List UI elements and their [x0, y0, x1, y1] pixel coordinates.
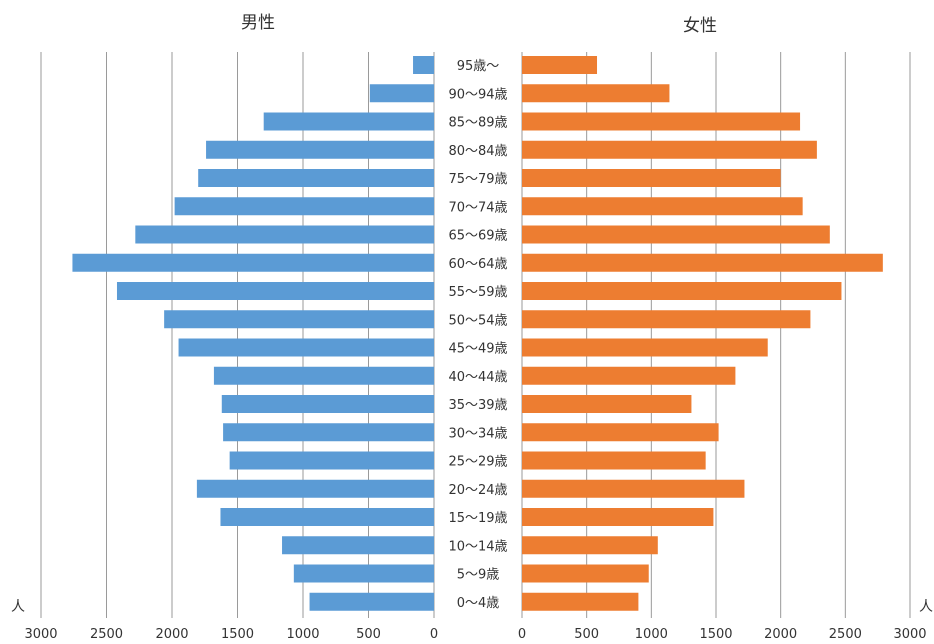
age-group-label: 20～24歳	[448, 483, 507, 498]
bar-male	[309, 592, 434, 611]
age-group-label: 85～89歳	[448, 116, 507, 131]
male-panel-title: 男性	[241, 13, 275, 33]
bar-female	[522, 366, 736, 385]
x-tick-right: 0	[518, 627, 526, 642]
bar-male	[282, 536, 434, 555]
bar-female	[522, 508, 714, 526]
x-tick-right: 1500	[699, 627, 732, 642]
bar-male	[198, 169, 434, 187]
bar-female	[522, 169, 781, 187]
bar-female	[522, 197, 803, 216]
bar-female	[522, 310, 811, 329]
x-tick-left: 3000	[24, 627, 57, 642]
x-tick-right: 2500	[829, 627, 862, 642]
bar-male	[72, 253, 434, 272]
age-group-label: 70～74歳	[448, 200, 507, 215]
x-tick-right: 1000	[635, 627, 668, 642]
x-tick-left: 1500	[221, 627, 254, 642]
bar-female	[522, 451, 706, 470]
x-tick-left: 500	[356, 627, 381, 642]
age-group-label: 30～34歳	[448, 426, 507, 441]
age-group-label: 55～59歳	[448, 285, 507, 300]
bar-female	[522, 592, 639, 611]
x-tick-right: 2000	[764, 627, 797, 642]
bar-male	[263, 112, 434, 131]
bar-male	[220, 508, 434, 526]
age-group-label: 75～79歳	[448, 172, 507, 187]
bar-male	[229, 451, 434, 470]
bar-female	[522, 140, 817, 159]
bars	[72, 56, 883, 611]
x-tick-left: 0	[430, 627, 438, 642]
bar-male	[221, 395, 434, 413]
age-group-label: 60～64歳	[448, 257, 507, 272]
age-group-label: 65～69歳	[448, 229, 507, 244]
bar-female	[522, 282, 842, 300]
bar-male	[196, 479, 434, 498]
unit-label-right: 人	[919, 599, 933, 615]
age-group-label: 80～84歳	[448, 144, 507, 159]
age-group-label: 25～29歳	[448, 455, 507, 470]
x-tick-left: 2500	[90, 627, 123, 642]
age-group-label: 0～4歳	[457, 596, 500, 611]
bar-female	[522, 84, 670, 103]
gridlines	[40, 52, 911, 618]
bar-female	[522, 423, 719, 442]
bar-male	[164, 310, 434, 329]
age-group-label: 45～49歳	[448, 342, 507, 357]
bar-female	[522, 479, 745, 498]
x-tick-left: 1000	[286, 627, 319, 642]
bar-male	[135, 225, 434, 244]
age-group-label: 35～39歳	[448, 398, 507, 413]
bar-male	[293, 564, 434, 583]
bar-female	[522, 395, 692, 413]
bar-female	[522, 225, 830, 244]
age-group-label: 95歳～	[457, 59, 500, 74]
bar-male	[213, 366, 434, 385]
bar-female	[522, 338, 768, 357]
bar-male	[413, 56, 434, 74]
x-tick-right: 500	[574, 627, 599, 642]
bar-female	[522, 56, 598, 74]
age-group-label: 50～54歳	[448, 313, 507, 328]
bar-male	[206, 140, 434, 159]
age-group-label: 40～44歳	[448, 370, 507, 385]
bar-male	[369, 84, 434, 103]
bar-female	[522, 536, 658, 555]
age-group-label: 10～14歳	[448, 539, 507, 554]
bar-female	[522, 564, 649, 583]
age-group-label: 5～9歳	[457, 568, 500, 583]
female-panel-title: 女性	[683, 16, 717, 36]
bar-male	[178, 338, 434, 357]
bar-female	[522, 112, 801, 131]
bar-male	[174, 197, 434, 216]
age-group-label: 15～19歳	[448, 511, 507, 526]
unit-label-left: 人	[11, 599, 25, 615]
x-tick-right: 3000	[893, 627, 926, 642]
bar-male	[223, 423, 434, 442]
labels: 3000 2500 2000 1500 1000 500 0 0 500 1000 1500 2000…	[24, 59, 926, 642]
bar-male	[116, 282, 434, 300]
age-group-label: 90～94歳	[448, 87, 507, 102]
x-tick-left: 2000	[155, 627, 188, 642]
bar-female	[522, 253, 883, 272]
